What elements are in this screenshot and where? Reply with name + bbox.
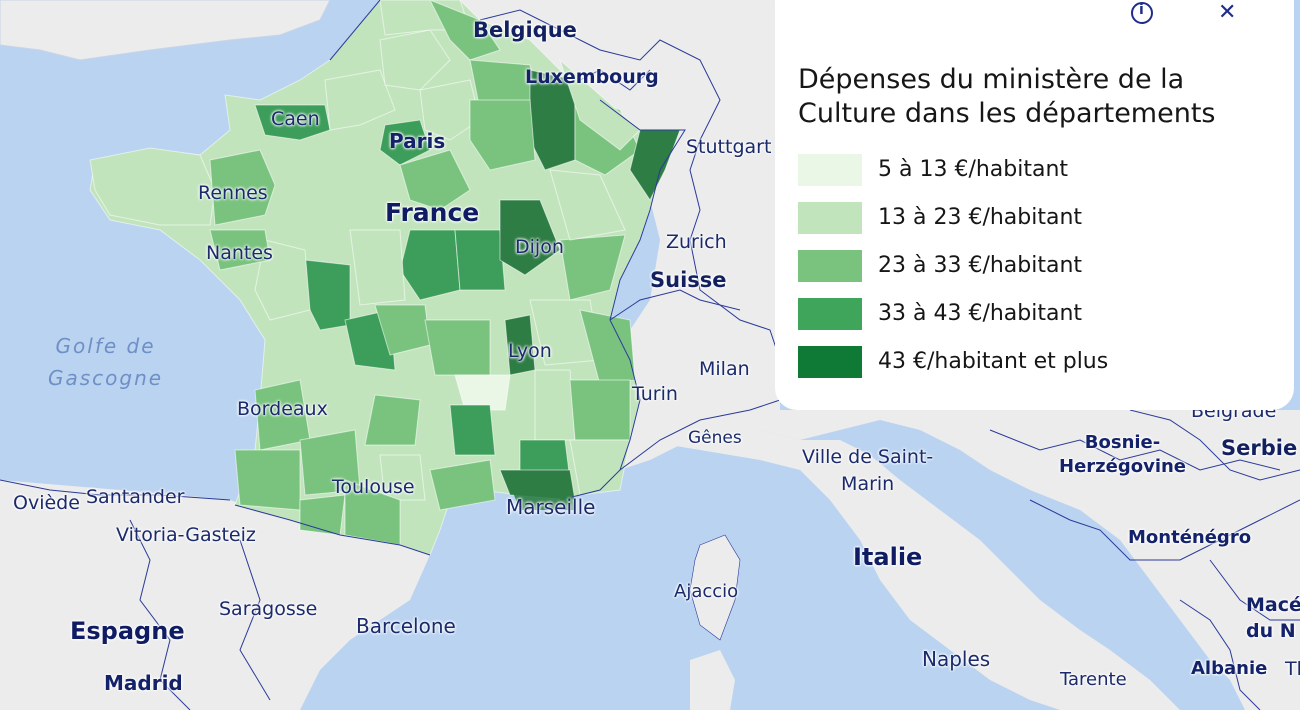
legend-label: 33 à 43 €/habitant <box>878 301 1083 326</box>
label-vitoria-gasteiz: Vitoria-Gasteiz <box>116 524 256 546</box>
label-naples: Naples <box>922 647 991 671</box>
label-stuttgart: Stuttgart <box>686 136 772 158</box>
label-nantes: Nantes <box>206 242 273 264</box>
label-bosnie-herzegovine: Bosnie- Herzégovine <box>1059 432 1187 477</box>
label-caen: Caen <box>271 108 320 130</box>
label-ajaccio: Ajaccio <box>674 581 739 602</box>
label-france: France <box>385 198 480 227</box>
label-albanie: Albanie <box>1191 658 1268 679</box>
label-santander: Santander <box>86 486 185 508</box>
label-oviede: Oviède <box>13 492 80 514</box>
label-serbie: Serbie <box>1221 436 1298 460</box>
legend-panel: i ✕ Dépenses du ministère de la Culture … <box>775 0 1294 410</box>
france-departments[interactable] <box>89 0 681 556</box>
label-marseille: Marseille <box>506 495 596 519</box>
legend-label: 13 à 23 €/habitant <box>878 205 1083 230</box>
land-spain <box>0 480 430 710</box>
land-italy <box>640 430 1180 710</box>
label-toulouse: Toulouse <box>332 476 415 498</box>
label-madrid: Madrid <box>104 671 183 695</box>
label-lyon: Lyon <box>508 340 552 362</box>
land-uk <box>0 0 331 61</box>
label-espagne: Espagne <box>70 617 185 645</box>
legend-label: 43 €/habitant et plus <box>878 349 1109 374</box>
label-rennes: Rennes <box>198 182 268 204</box>
info-icon[interactable]: i <box>1131 2 1153 24</box>
label-genes: Gênes <box>688 428 742 448</box>
legend-title: Dépenses du ministère de la Culture dans… <box>798 64 1216 129</box>
label-th: Th <box>1285 658 1300 680</box>
label-milan: Milan <box>699 358 750 380</box>
label-barcelone: Barcelone <box>356 614 456 638</box>
label-turin: Turin <box>632 383 678 405</box>
land-sardinia <box>690 650 735 710</box>
legend-label: 23 à 33 €/habitant <box>878 253 1083 278</box>
label-saragosse: Saragosse <box>219 598 318 620</box>
land-corsica <box>689 534 741 641</box>
label-zurich: Zurich <box>666 231 727 253</box>
legend-swatch <box>798 154 862 186</box>
label-italie: Italie <box>853 543 923 571</box>
label-montenegro: Monténégro <box>1128 527 1252 548</box>
legend-swatch <box>798 250 862 282</box>
legend-swatch <box>798 298 862 330</box>
close-icon[interactable]: ✕ <box>1218 0 1237 25</box>
legend-label: 5 à 13 €/habitant <box>878 157 1069 182</box>
label-golfe-de-gascogne: Golfe de Gascogne <box>48 334 164 390</box>
legend-swatch <box>798 346 862 378</box>
land-europe <box>380 0 1300 710</box>
label-belgique: Belgique <box>473 18 577 42</box>
label-macedoine: Macé du N <box>1246 594 1300 642</box>
label-tarente: Tarente <box>1060 669 1127 690</box>
label-luxembourg: Luxembourg <box>525 66 659 88</box>
label-paris: Paris <box>389 129 446 153</box>
marseille-dept <box>510 485 575 510</box>
label-dijon: Dijon <box>515 236 564 258</box>
france-outline <box>234 0 686 556</box>
label-bordeaux: Bordeaux <box>237 398 328 420</box>
label-ville-de-saint-marin: Ville de Saint- Marin <box>802 446 934 495</box>
country-borders <box>0 9 1300 710</box>
legend-swatch <box>798 202 862 234</box>
label-suisse: Suisse <box>650 268 727 292</box>
